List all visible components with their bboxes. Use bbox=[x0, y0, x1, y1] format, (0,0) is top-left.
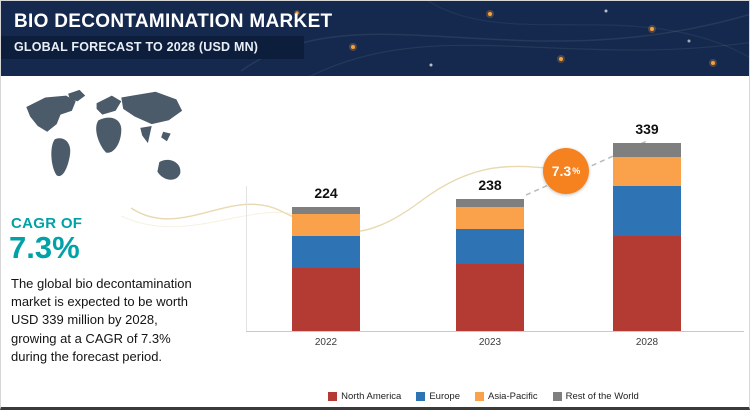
bar-segment-2023-europe bbox=[456, 229, 524, 265]
chart-legend: North America Europe Asia-Pacific Rest of t… bbox=[216, 391, 749, 402]
legend-swatch-north-america bbox=[328, 392, 338, 401]
x-axis-tick-2022: 2022 bbox=[314, 337, 338, 348]
x-axis-line bbox=[246, 331, 744, 332]
legend-item-north-america: North America bbox=[328, 391, 401, 402]
legend-item-asia-pacific: Asia-Pacific bbox=[474, 391, 538, 402]
bar-segment-2023-asia-pacific bbox=[456, 207, 524, 230]
page-subtitle: GLOBAL FORECAST TO 2028 (USD MN) bbox=[1, 36, 305, 59]
bar-segment-2028-europe bbox=[613, 186, 681, 237]
legend-item-rest-of-the-world: Rest of the World bbox=[552, 391, 639, 402]
x-axis-tick-2023: 2023 bbox=[478, 337, 502, 348]
bar-segment-2022-asia-pacific bbox=[292, 214, 360, 237]
bar-segment-2023-north-america bbox=[456, 264, 524, 331]
bar-chart: 7.3 % North America Europe Asia-Pacific Res… bbox=[216, 76, 749, 407]
legend-item-europe: Europe bbox=[416, 391, 460, 402]
growth-badge: 7.3 % bbox=[543, 148, 589, 194]
network-decoration-graphic bbox=[240, 1, 749, 76]
summary-panel: CAGR OF 7.3% The global bio decontaminat… bbox=[1, 76, 216, 407]
legend-label-north-america: North America bbox=[341, 391, 402, 402]
legend-label-asia-pacific: Asia-Pacific bbox=[487, 391, 538, 402]
legend-label-rest-of-the-world: Rest of the World bbox=[565, 391, 639, 402]
bar-segment-2028-north-america bbox=[613, 236, 681, 331]
growth-badge-value: 7.3 bbox=[551, 163, 572, 179]
market-summary-text: The global bio decontamination market is… bbox=[11, 275, 192, 365]
legend-swatch-asia-pacific bbox=[474, 392, 484, 401]
bar-total-label-2022: 224 bbox=[314, 184, 338, 201]
legend-swatch-europe bbox=[416, 392, 426, 401]
legend-swatch-rest-of-the-world bbox=[552, 392, 562, 401]
header-banner: BIO DECONTAMINATION MARKET GLOBAL FORECA… bbox=[1, 1, 749, 76]
bar-total-label-2023: 238 bbox=[478, 176, 502, 193]
bar-segment-2023-rest-of-the-world bbox=[456, 198, 524, 208]
legend-label-europe: Europe bbox=[429, 391, 460, 402]
cagr-label: CAGR OF bbox=[11, 215, 83, 232]
y-axis-line bbox=[246, 186, 247, 331]
bar-segment-2022-europe bbox=[292, 236, 360, 268]
x-axis-tick-2028: 2028 bbox=[635, 337, 659, 348]
page-title: BIO DECONTAMINATION MARKET bbox=[14, 11, 333, 32]
bar-total-label-2028: 339 bbox=[635, 120, 659, 137]
bar-segment-2022-rest-of-the-world bbox=[292, 206, 360, 215]
bar-segment-2022-north-america bbox=[292, 267, 360, 331]
growth-badge-unit: % bbox=[572, 166, 581, 176]
bar-segment-2028-asia-pacific bbox=[613, 157, 681, 187]
bar-segment-2028-rest-of-the-world bbox=[613, 142, 681, 158]
cagr-value: 7.3% bbox=[9, 230, 80, 265]
world-map-graphic bbox=[13, 86, 206, 209]
